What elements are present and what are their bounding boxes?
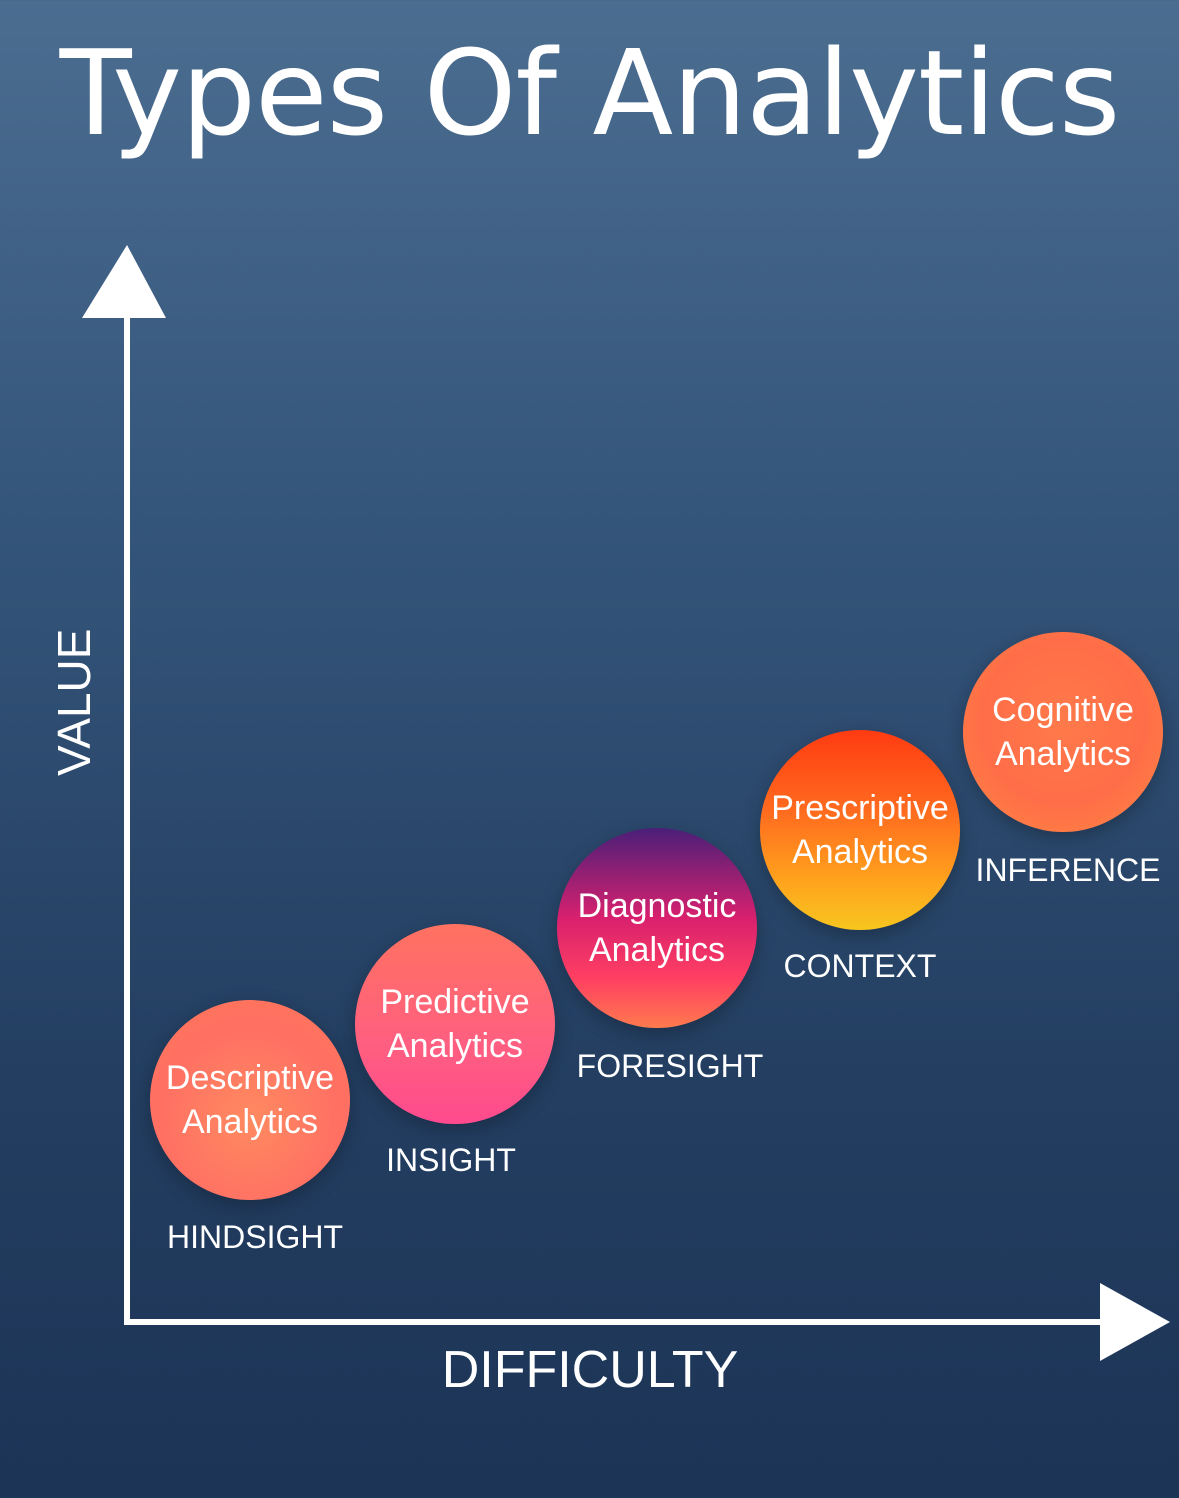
bubble-label-line2: Analytics <box>791 833 929 871</box>
bubble-label-line1: Predictive <box>380 983 530 1021</box>
hindsight-label: HINDSIGHT <box>167 1219 343 1255</box>
page-title: Types Of Analytics <box>59 24 1121 162</box>
bubble-label-line2: Analytics <box>386 1027 524 1065</box>
foresight-label: FORESIGHT <box>576 1048 764 1084</box>
y-axis-arrow-icon <box>82 245 166 318</box>
predictive-analytics-bubble: Predictive Analytics <box>355 924 555 1124</box>
bubble-label-line1: Cognitive <box>992 691 1134 729</box>
bubble-label-line1: Prescriptive <box>771 789 949 827</box>
prescriptive-analytics-bubble: Prescriptive Analytics <box>760 730 960 930</box>
bubble-label-line1: Diagnostic <box>577 887 737 925</box>
bubble-label-line2: Analytics <box>181 1103 319 1141</box>
bubble-label-line1: Descriptive <box>165 1059 335 1097</box>
inference-label: INFERENCE <box>975 852 1161 888</box>
bubble-label-line2: Analytics <box>994 735 1132 773</box>
insight-label: INSIGHT <box>386 1142 516 1178</box>
bubble-label-line2: Analytics <box>588 931 726 969</box>
x-axis-label: DIFFICULTY <box>441 1341 739 1399</box>
descriptive-analytics-bubble: Descriptive Analytics <box>150 1000 350 1200</box>
diagnostic-analytics-bubble: Diagnostic Analytics <box>557 828 757 1028</box>
x-axis-arrow-icon <box>1100 1283 1170 1361</box>
cognitive-analytics-bubble: Cognitive Analytics <box>963 632 1163 832</box>
context-label: CONTEXT <box>783 948 937 984</box>
y-axis-label: VALUE <box>48 628 100 776</box>
